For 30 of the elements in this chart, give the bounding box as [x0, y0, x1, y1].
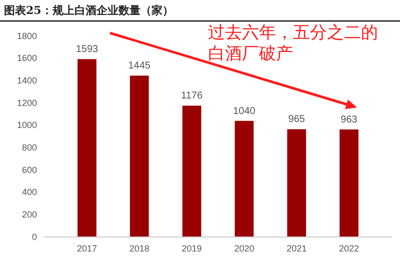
x-tick-label: 2017: [76, 243, 97, 254]
y-tick-label: 1200: [16, 98, 37, 108]
y-tick-label: 600: [22, 164, 37, 175]
chart-title: 图表25：规上白酒企业数量（家）: [4, 4, 174, 17]
x-tick-label: 2020: [234, 243, 254, 254]
data-label: 1445: [128, 60, 151, 72]
bar: [287, 129, 306, 237]
y-tick-label: 1800: [16, 30, 37, 41]
data-label: 963: [340, 114, 358, 126]
bar: [234, 120, 254, 237]
x-tick-label: 2018: [129, 243, 150, 254]
y-tick-label: 1600: [16, 53, 37, 64]
y-tick-label: 400: [22, 187, 37, 198]
data-label: 1593: [76, 44, 99, 56]
x-tick-label: 2021: [286, 243, 307, 254]
y-tick-label: 200: [22, 210, 37, 220]
bar: [182, 106, 202, 237]
annotation: 过去六年，五分之二的白酒厂破产: [208, 23, 378, 64]
x-tick-label: 2019: [182, 243, 202, 254]
data-label: 1040: [233, 106, 256, 117]
x-tick-label: 2022: [339, 243, 360, 254]
y-tick-label: 800: [22, 142, 37, 153]
bar: [78, 59, 96, 237]
y-tick-label: 0: [32, 232, 37, 242]
data-label: 965: [288, 114, 306, 126]
bar: [340, 129, 358, 237]
data-label: 1176: [181, 90, 203, 102]
bar: [130, 76, 149, 237]
y-tick-label: 1000: [16, 120, 37, 130]
y-tick-label: 1400: [16, 76, 37, 86]
